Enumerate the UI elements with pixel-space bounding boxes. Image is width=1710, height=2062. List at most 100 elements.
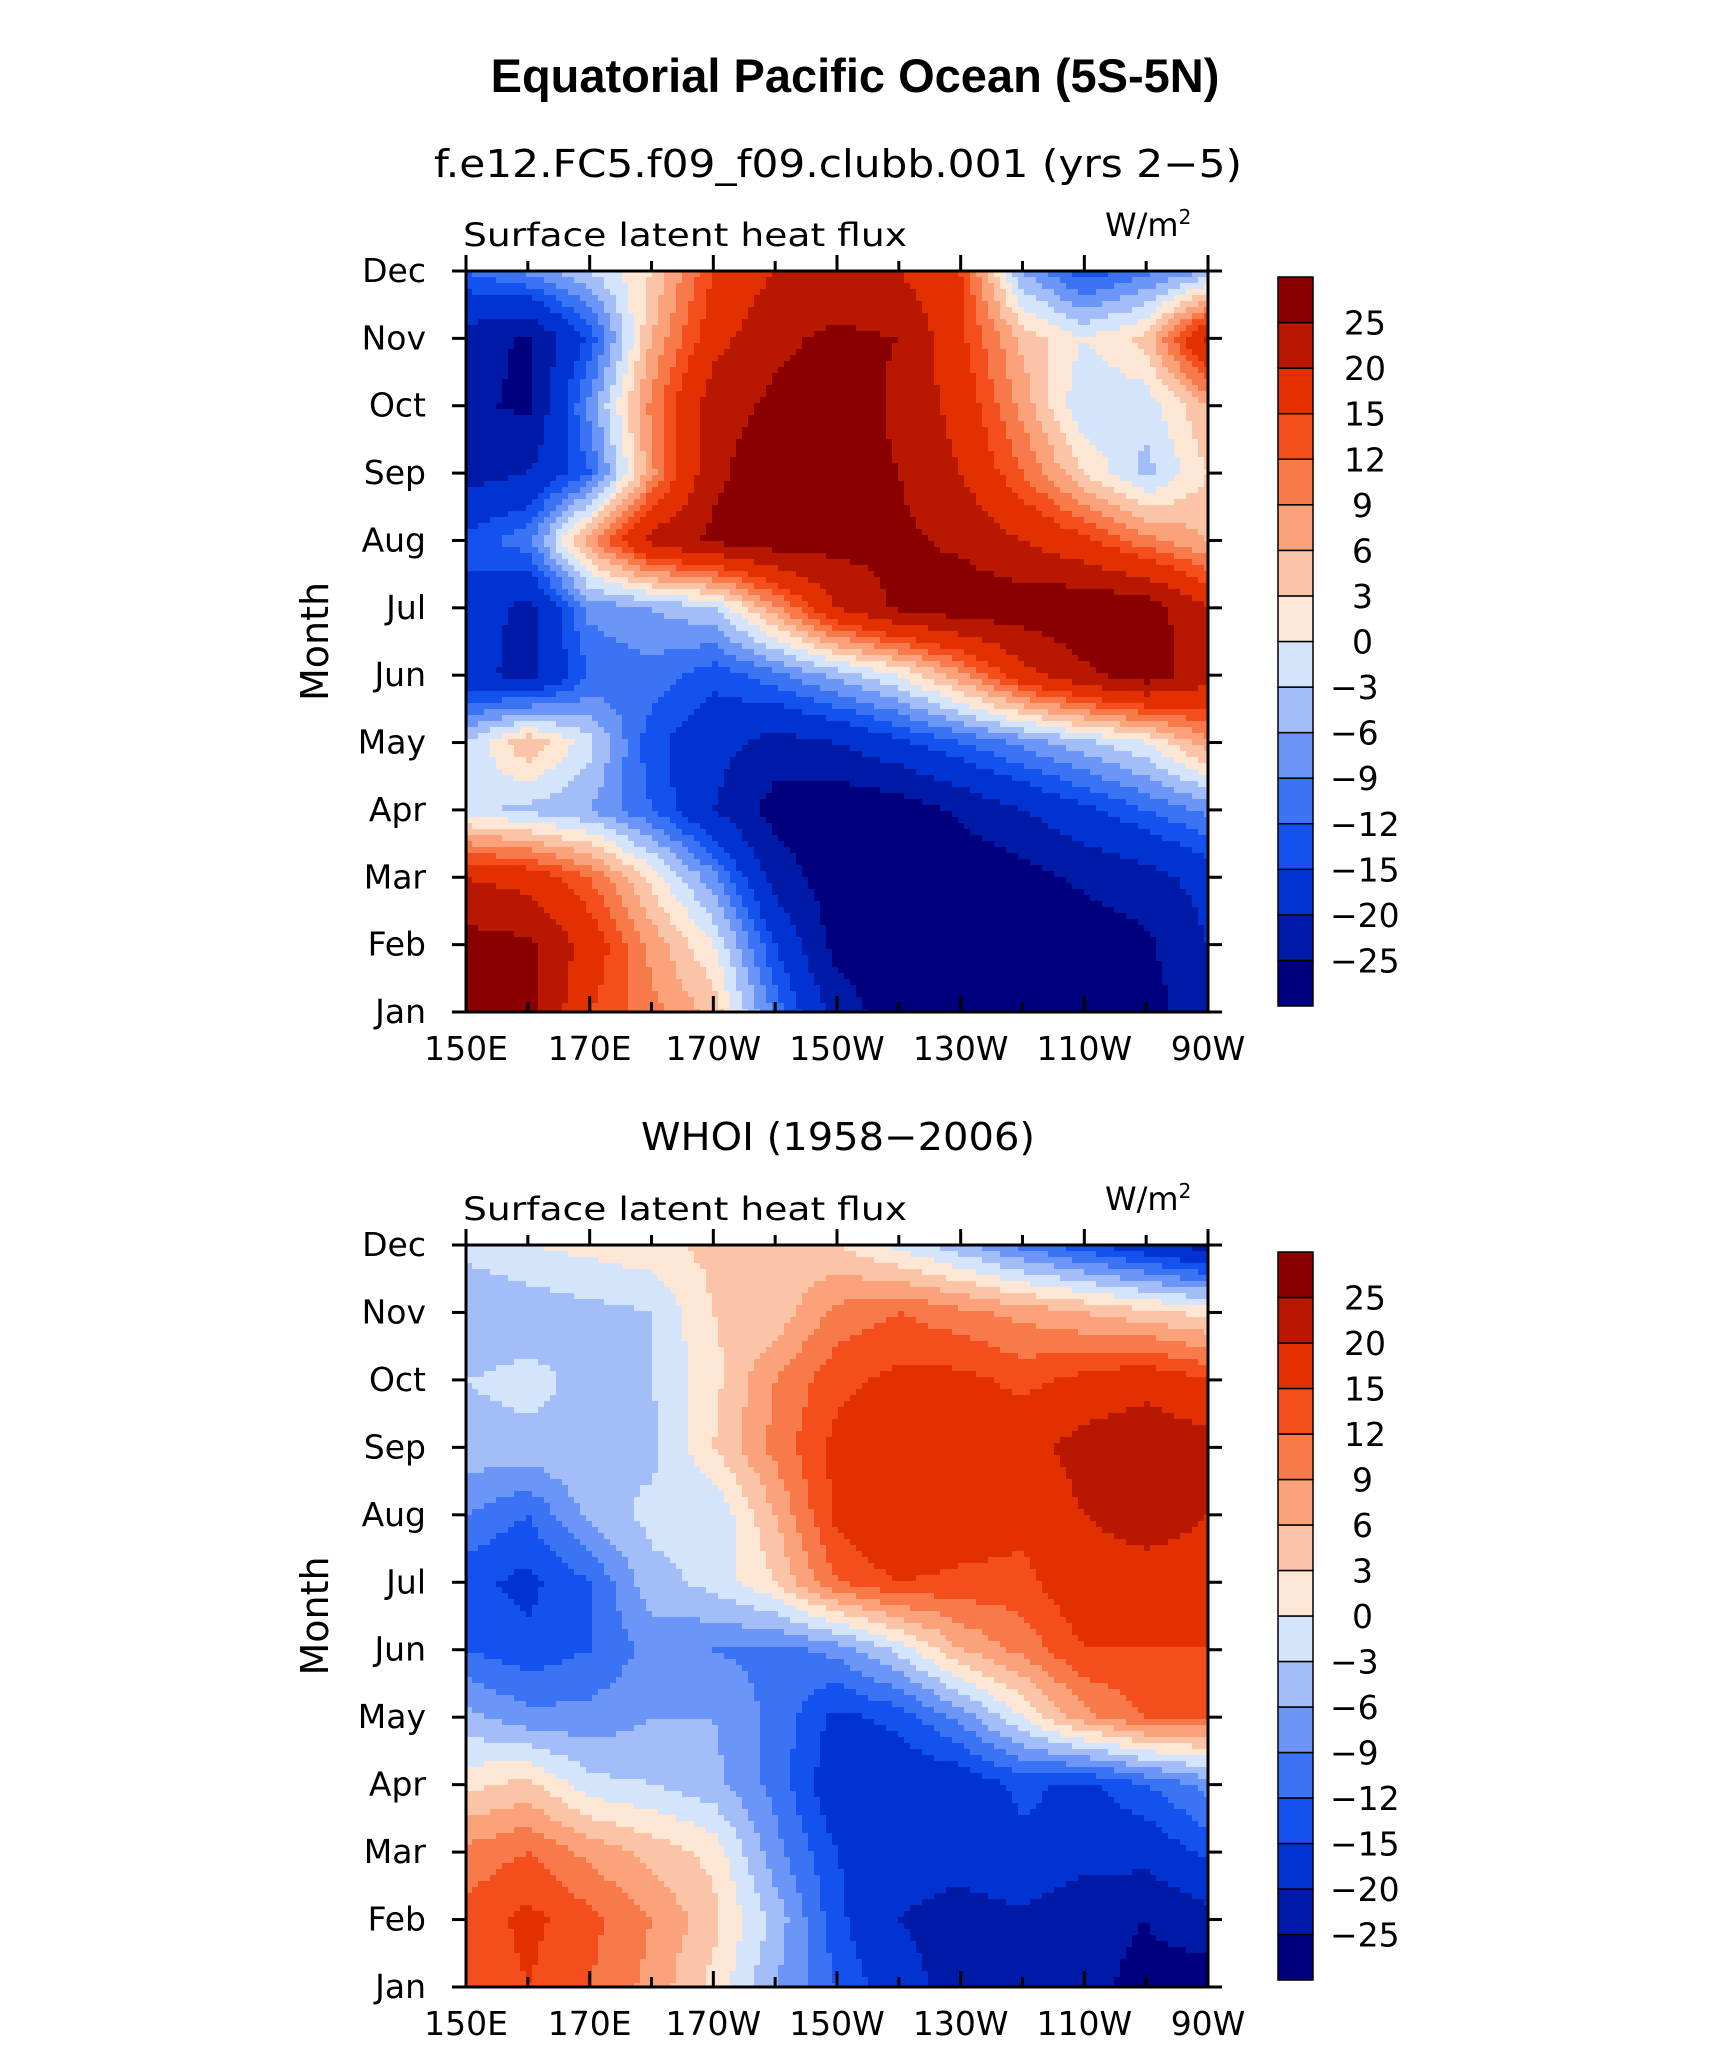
heatmap-cell	[1120, 271, 1127, 278]
heatmap-cell	[1060, 421, 1067, 428]
heatmap-cell	[904, 277, 911, 284]
heatmap-cell	[1000, 457, 1007, 464]
heatmap-cell	[634, 343, 641, 350]
heatmap-cell	[604, 499, 611, 506]
heatmap-cell	[562, 271, 569, 278]
heatmap-cell	[766, 331, 773, 338]
heatmap-cell	[832, 409, 839, 416]
heatmap-cell	[1198, 433, 1205, 440]
heatmap-cell	[604, 511, 611, 518]
heatmap-cell	[1012, 301, 1019, 308]
heatmap-cell	[562, 277, 569, 284]
heatmap-cell	[514, 403, 521, 410]
heatmap-cell	[550, 295, 557, 302]
heatmap-cell	[1150, 337, 1157, 344]
heatmap-cell	[796, 445, 803, 452]
heatmap-cell	[490, 499, 497, 506]
heatmap-cell	[826, 439, 833, 446]
heatmap-cell	[934, 379, 941, 386]
heatmap-cell	[1150, 379, 1157, 386]
heatmap-cell	[808, 451, 815, 458]
heatmap-cell	[628, 445, 635, 452]
heatmap-cell	[1012, 469, 1019, 476]
heatmap-cell	[598, 325, 605, 332]
heatmap-cell	[562, 373, 569, 380]
heatmap-cell	[646, 379, 653, 386]
heatmap-cell	[844, 295, 851, 302]
heatmap-cell	[688, 277, 695, 284]
heatmap-cell	[868, 475, 875, 482]
heatmap-cell	[1138, 283, 1145, 290]
heatmap-cell	[904, 391, 911, 398]
heatmap-cell	[766, 451, 773, 458]
heatmap-cell	[850, 403, 857, 410]
heatmap-cell	[694, 325, 701, 332]
heatmap-cell	[496, 487, 503, 494]
heatmap-cell	[886, 487, 893, 494]
heatmap-cell	[604, 271, 611, 278]
heatmap-cell	[700, 295, 707, 302]
heatmap-cell	[484, 301, 491, 308]
heatmap-cell	[496, 433, 503, 440]
heatmap-cell	[988, 379, 995, 386]
heatmap-cell	[478, 487, 485, 494]
heatmap-cell	[610, 499, 617, 506]
heatmap-cell	[976, 355, 983, 362]
heatmap-cell	[1078, 325, 1085, 332]
heatmap-cell	[712, 337, 719, 344]
heatmap-cell	[718, 337, 725, 344]
heatmap-cell	[1144, 463, 1151, 470]
heatmap-cell	[892, 505, 899, 512]
heatmap-cell	[862, 289, 869, 296]
heatmap-cell	[1192, 295, 1199, 302]
heatmap-cell	[1090, 493, 1097, 500]
heatmap-cell	[910, 373, 917, 380]
heatmap-cell	[658, 313, 665, 320]
heatmap-cell	[826, 463, 833, 470]
heatmap-cell	[1042, 325, 1049, 332]
heatmap-cell	[646, 397, 653, 404]
heatmap-cell	[544, 355, 551, 362]
heatmap-cell	[940, 499, 947, 506]
heatmap-cell	[466, 433, 473, 440]
heatmap-cell	[490, 469, 497, 476]
heatmap-cell	[688, 439, 695, 446]
heatmap-cell	[724, 487, 731, 494]
heatmap-cell	[544, 379, 551, 386]
heatmap-cell	[772, 289, 779, 296]
heatmap-cell	[1192, 301, 1199, 308]
heatmap-cell	[880, 283, 887, 290]
heatmap-cell	[478, 271, 485, 278]
heatmap-cell	[1084, 349, 1091, 356]
heatmap-cell	[976, 439, 983, 446]
heatmap-cell	[538, 343, 545, 350]
heatmap-cell	[472, 325, 479, 332]
heatmap-cell	[898, 373, 905, 380]
heatmap-cell	[604, 385, 611, 392]
heatmap-cell	[730, 361, 737, 368]
heatmap-cell	[1048, 403, 1055, 410]
heatmap-cell	[856, 385, 863, 392]
heatmap-cell	[1102, 469, 1109, 476]
heatmap-cell	[694, 487, 701, 494]
heatmap-cell	[1078, 343, 1085, 350]
heatmap-cell	[1204, 331, 1208, 338]
heatmap-cell	[772, 415, 779, 422]
heatmap-cell	[466, 367, 473, 374]
heatmap-cell	[994, 349, 1001, 356]
heatmap-cell	[604, 307, 611, 314]
heatmap-cell	[586, 385, 593, 392]
heatmap-cell	[466, 493, 473, 500]
heatmap-cell	[664, 337, 671, 344]
heatmap-cell	[544, 469, 551, 476]
heatmap-cell	[832, 481, 839, 488]
heatmap-cell	[1108, 505, 1115, 512]
heatmap-cell	[520, 337, 527, 344]
heatmap-cell	[622, 271, 629, 278]
heatmap-cell	[736, 439, 743, 446]
heatmap-cell	[874, 397, 881, 404]
heatmap-cell	[622, 487, 629, 494]
heatmap-cell	[520, 331, 527, 338]
heatmap-cell	[586, 271, 593, 278]
heatmap-cell	[1072, 343, 1079, 350]
